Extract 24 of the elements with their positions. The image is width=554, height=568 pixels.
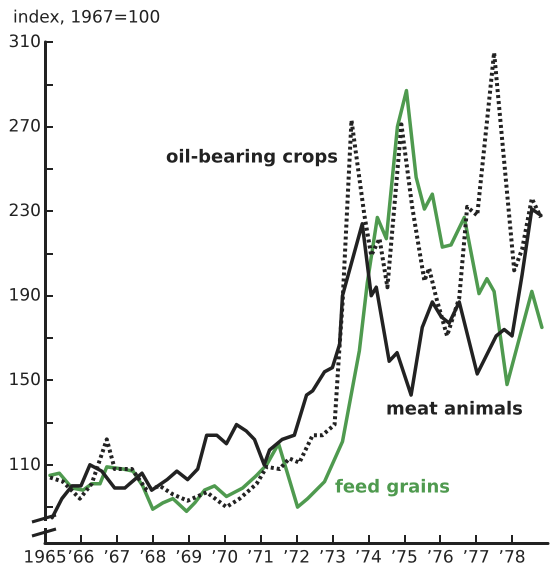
x-tick-label: ’76 bbox=[426, 548, 454, 568]
x-tick-label: ’67 bbox=[103, 548, 130, 568]
series-label: feed grains bbox=[335, 476, 450, 498]
x-tick-label: ’70 bbox=[211, 548, 238, 568]
x-tick-label: ’72 bbox=[282, 548, 310, 568]
x-tick-label: ’78 bbox=[498, 548, 526, 568]
x-tick-label: ’73 bbox=[318, 548, 346, 568]
y-tick-label: 150 bbox=[8, 370, 41, 390]
x-tick-label: ’74 bbox=[354, 548, 382, 568]
y-tick-label: 270 bbox=[8, 116, 41, 137]
x-tick-label: ’71 bbox=[247, 548, 274, 568]
series-label: meat animals bbox=[386, 398, 523, 420]
x-tick-label: ’68 bbox=[139, 548, 166, 568]
x-tick-label: ’69 bbox=[175, 548, 202, 568]
y-tick-label: 190 bbox=[8, 286, 41, 306]
y-tick-label: 110 bbox=[8, 454, 41, 475]
x-tick-label: ’75 bbox=[390, 548, 418, 568]
x-tick-label: ’77 bbox=[462, 548, 490, 568]
y-tick-label: 310 bbox=[8, 32, 41, 52]
y-axis-title: index, 1967=100 bbox=[13, 8, 160, 28]
x-tick-label: 1965 bbox=[23, 548, 67, 568]
x-tick-label: ’66 bbox=[67, 548, 94, 568]
y-tick-label: 230 bbox=[8, 201, 41, 222]
series-label: oil-bearing crops bbox=[166, 146, 338, 168]
